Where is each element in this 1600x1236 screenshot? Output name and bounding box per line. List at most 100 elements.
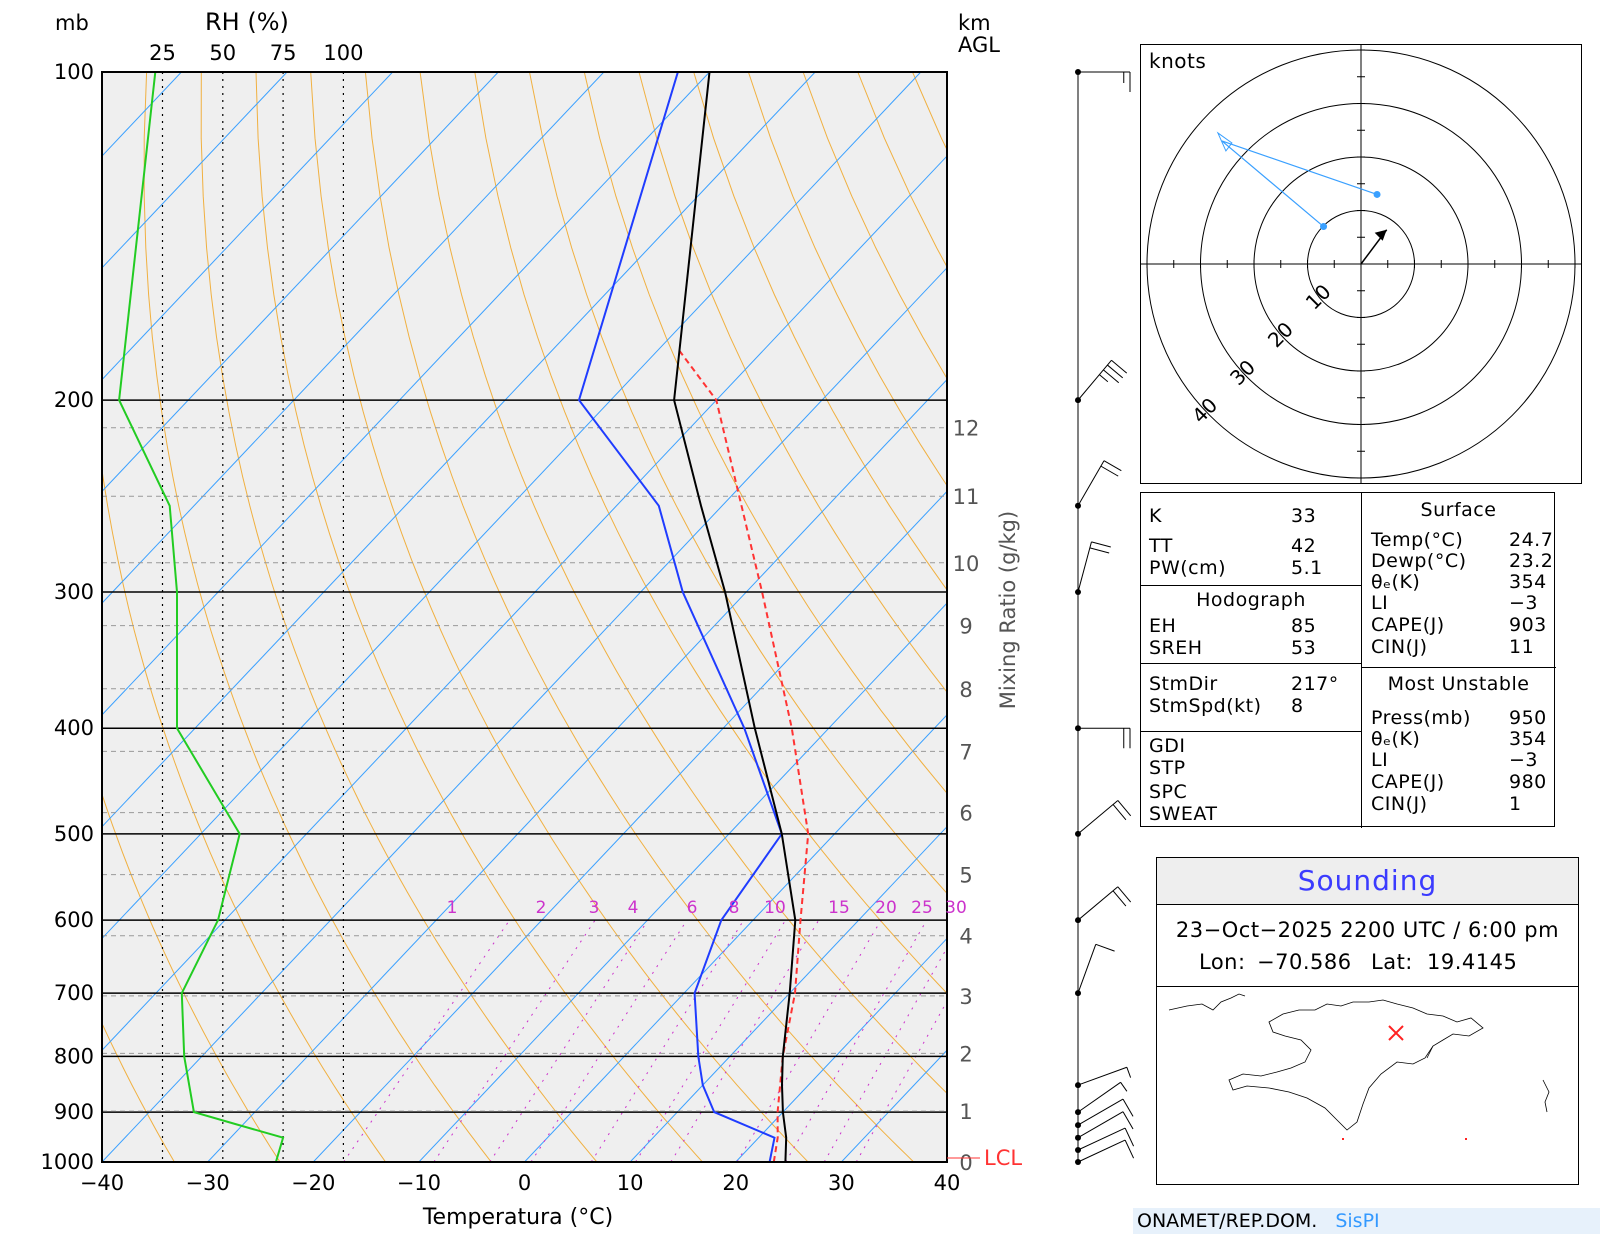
idx-tt-label: TT <box>1149 535 1173 557</box>
idx-mu-title: Most Unstable <box>1387 673 1530 695</box>
idx-mu-cin-value: 1 <box>1509 793 1522 815</box>
rh-axis-label: RH (%) <box>205 8 289 36</box>
isotherm-line <box>629 825 947 1162</box>
wind-barb <box>1077 460 1105 507</box>
temp-tick-label: 40 <box>934 1171 961 1195</box>
km-tick-label: 11 <box>953 485 980 509</box>
idx-mu-li-value: −3 <box>1509 749 1539 771</box>
dry-adiabat-line <box>419 72 947 1095</box>
pressure-tick-label: 500 <box>54 822 94 846</box>
footer-org: ONAMET/REP.DOM. <box>1137 1210 1318 1232</box>
mixing-ratio-tick-label: 3 <box>589 898 600 918</box>
isotherm-line <box>102 72 605 604</box>
mixing-ratio-tick-label: 15 <box>828 898 850 918</box>
mixing-ratio-line <box>343 919 510 1162</box>
sounding-info-panel: Sounding 23−Oct−2025 2200 UTC / 6:00 pm … <box>1156 857 1579 1185</box>
wind-barb-flag <box>1091 541 1111 548</box>
wind-barb-flag <box>1124 1127 1135 1147</box>
km-tick-label: 6 <box>959 802 972 826</box>
island-outline <box>1168 993 1550 1131</box>
idx-sfc-temp-label: Temp(°C) <box>1371 529 1464 551</box>
km-tick-label: 12 <box>953 417 980 441</box>
idx-pw-label: PW(cm) <box>1149 557 1227 579</box>
wind-barb <box>1077 886 1119 921</box>
dry-adiabat-line <box>102 792 281 1162</box>
dry-adiabat-line <box>255 72 703 1162</box>
dry-adiabat-line <box>474 72 947 995</box>
lcl-label: LCL <box>984 1146 1022 1170</box>
mixing-ratio-line <box>489 919 649 1162</box>
wind-barb-flag <box>1099 374 1109 383</box>
km-tick-label: 3 <box>959 985 972 1009</box>
idx-sfc-cin-value: 11 <box>1509 636 1535 658</box>
idx-mu-cape-value: 980 <box>1509 771 1547 793</box>
isotherm-line <box>735 937 947 1162</box>
isotherm-line <box>102 155 947 1051</box>
wind-barb <box>1077 1066 1128 1086</box>
wind-barb-flag <box>1111 359 1128 374</box>
wind-barb <box>1077 1098 1124 1126</box>
pressure-tick-label: 300 <box>54 580 94 604</box>
km-tick-label: 4 <box>959 925 972 949</box>
wind-barb <box>1077 944 1097 994</box>
wind-barb-flag <box>1103 369 1120 384</box>
mixing-ratio-tick-label: 1 <box>447 898 458 918</box>
parcel-curve <box>678 349 810 1162</box>
isotherm-line <box>524 714 947 1162</box>
isotherm-line <box>102 72 499 493</box>
km-tick-label: 9 <box>959 615 972 639</box>
wind-barb-flag <box>1103 460 1122 472</box>
idx-sfc-cin-label: CIN(J) <box>1371 636 1428 658</box>
isotherm-line <box>102 267 947 1162</box>
pressure-tick-label: 600 <box>54 908 94 932</box>
wind-barb <box>1077 1139 1126 1163</box>
mixing-ratio-line <box>433 919 596 1162</box>
idx-stp-label: STP <box>1149 757 1186 779</box>
dry-adiabat-line <box>102 466 387 1162</box>
wind-barb-flag <box>1120 1082 1128 1092</box>
temp-tick-label: 0 <box>518 1171 531 1195</box>
lat-value: 19.4145 <box>1427 950 1518 974</box>
indices-table: K 33 TT 42 PW(cm) 5.1 Hodograph EH 85 SR… <box>1140 492 1556 828</box>
idx-sfc-li-label: LI <box>1371 592 1389 614</box>
hodograph-trace <box>1221 140 1378 228</box>
temp-tick-label: −20 <box>291 1171 335 1195</box>
idx-k-value: 33 <box>1291 505 1317 527</box>
mixing-ratio-tick-label: 20 <box>875 898 897 918</box>
location-map <box>1168 993 1550 1140</box>
mixing-ratio-tick-label: 6 <box>687 898 698 918</box>
idx-sfc-li-value: −3 <box>1509 592 1539 614</box>
wind-barb-flag <box>1112 804 1127 821</box>
idx-stmdir-label: StmDir <box>1149 673 1218 695</box>
idx-stmspd-value: 8 <box>1291 695 1304 717</box>
temp-tick-label: −30 <box>185 1171 229 1195</box>
dry-adiabat-line <box>583 72 947 794</box>
idx-sreh-value: 53 <box>1291 637 1317 659</box>
wind-barb-flag <box>1122 1111 1134 1130</box>
plot-area <box>102 72 947 1162</box>
mixing-ratio-tick-label: 30 <box>945 898 967 918</box>
temp-tick-label: −40 <box>80 1171 124 1195</box>
pressure-tick-label: 1000 <box>41 1150 94 1174</box>
mixing-ratio-line <box>785 919 928 1162</box>
idx-sfc-thetae-value: 354 <box>1509 571 1547 593</box>
wind-barb <box>1077 359 1112 401</box>
idx-sweat-label: SWEAT <box>1149 803 1218 825</box>
dry-adiabat-line <box>102 1022 175 1162</box>
hodograph-ring-label: 10 <box>1301 279 1336 314</box>
idx-mu-thetae-value: 354 <box>1509 728 1547 750</box>
temp-tick-label: 20 <box>722 1171 749 1195</box>
hodograph-arrow-head <box>1216 131 1233 152</box>
idx-tt-value: 42 <box>1291 535 1317 557</box>
mixing-ratio-axis-label: Mixing Ratio (g/kg) <box>996 511 1020 709</box>
isotherm-line <box>102 72 816 828</box>
km-tick-label: 10 <box>953 552 980 576</box>
pressure-tick-label: 100 <box>54 60 94 84</box>
sounding-datetime: 23−Oct−2025 2200 UTC / 6:00 pm <box>1175 918 1560 942</box>
dewpoint-profile <box>577 72 783 1162</box>
wind-barb <box>1077 1081 1121 1113</box>
hodograph-panel: knots 10 20 30 40 <box>1140 44 1582 484</box>
wind-barb <box>1077 541 1092 593</box>
hodograph-end-point <box>1373 190 1381 198</box>
